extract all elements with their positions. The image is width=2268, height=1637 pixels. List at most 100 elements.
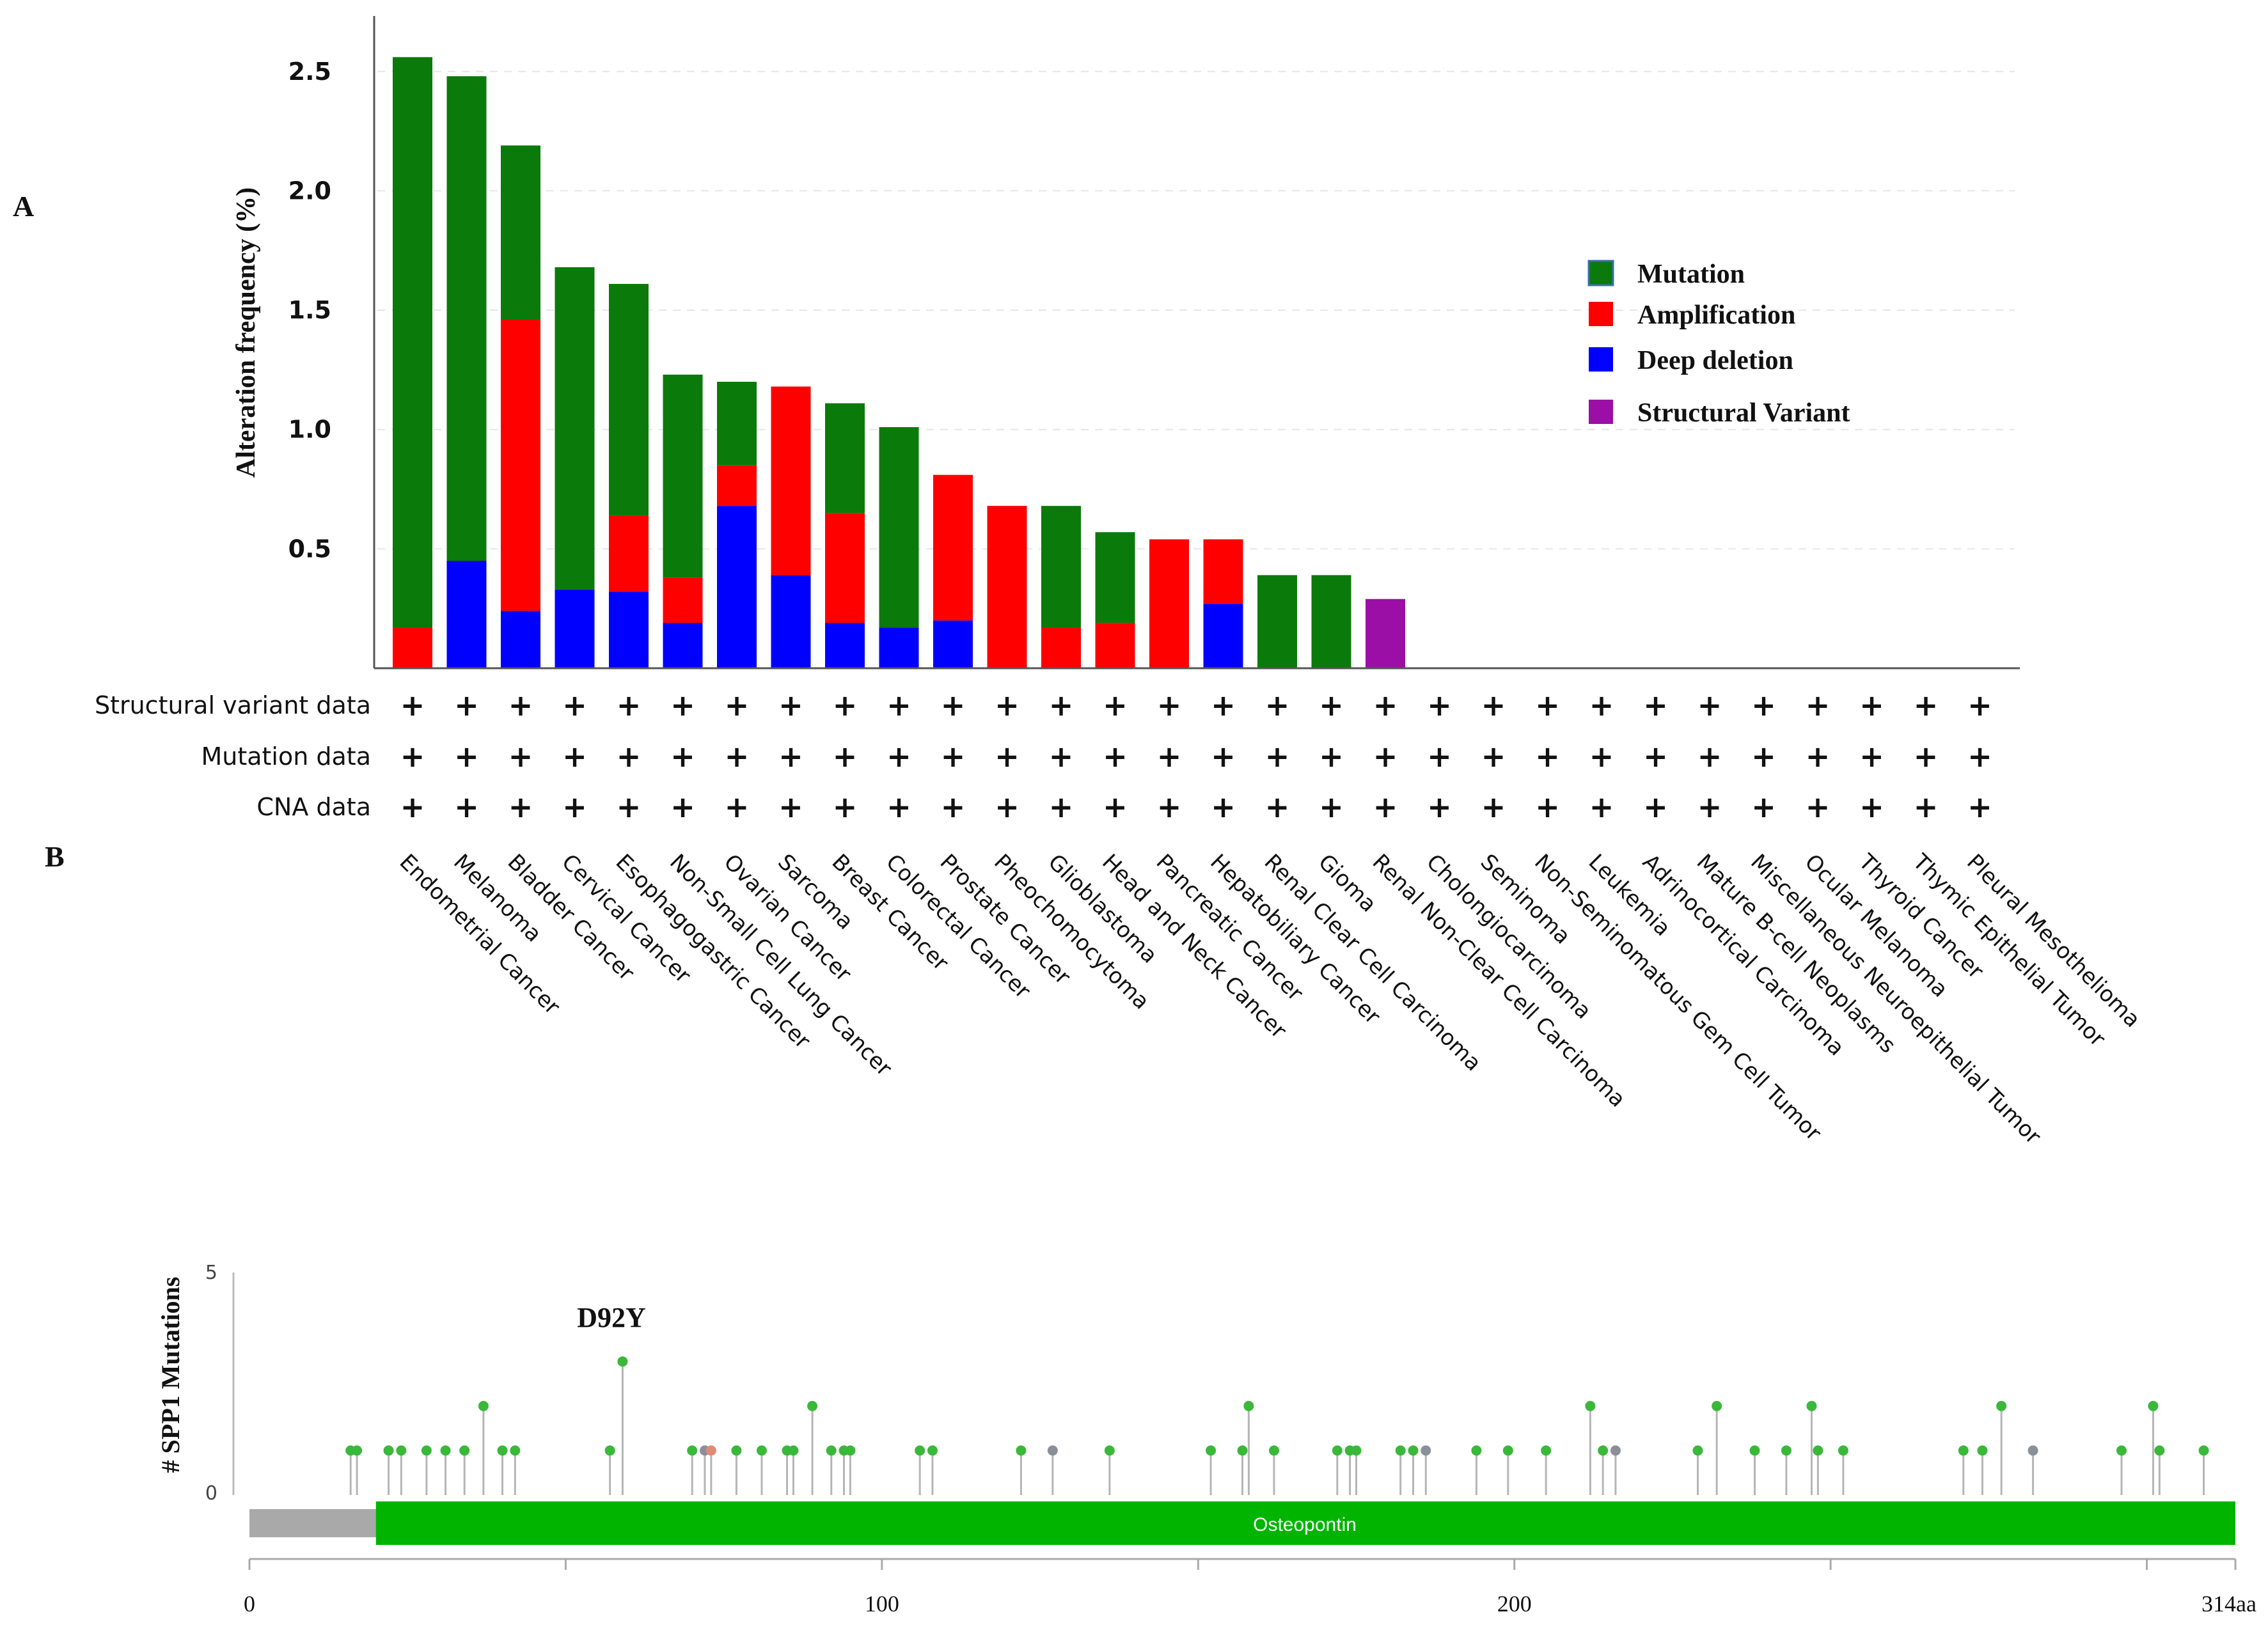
lollipop-head-truncating	[1047, 1445, 1058, 1456]
data-marker: +	[1535, 790, 1560, 824]
data-marker: +	[1049, 688, 1074, 723]
legend-swatch-structural-variant	[1589, 400, 1613, 424]
y-tick-label: 2.0	[288, 176, 331, 205]
bar-segment-amplification	[1203, 539, 1243, 604]
data-marker: +	[886, 790, 911, 824]
data-marker: +	[400, 790, 425, 824]
lollipop-head-other	[705, 1445, 716, 1456]
lollipop-head-truncating	[2028, 1445, 2038, 1456]
data-marker: +	[995, 688, 1020, 723]
data-marker: +	[1589, 790, 1614, 824]
bar-segment-deep-deletion	[771, 575, 811, 668]
lollipop-y-axis-title: # SPP1 Mutations	[156, 1277, 185, 1473]
data-marker: +	[1373, 739, 1398, 774]
bar-segment-amplification	[987, 506, 1027, 668]
lollipop-head-missense	[1712, 1400, 1722, 1411]
data-marker: +	[1265, 790, 1290, 824]
row-label: Mutation data	[201, 742, 371, 771]
lollipop-head-missense	[826, 1445, 837, 1456]
data-marker: +	[617, 688, 642, 723]
lollipop-head-missense	[1585, 1400, 1596, 1411]
data-marker: +	[454, 790, 479, 824]
bar-segment-mutation	[609, 283, 649, 516]
data-marker: +	[886, 688, 911, 723]
data-marker: +	[508, 688, 533, 723]
lollipop-head-missense	[1977, 1445, 1988, 1456]
data-marker: +	[1481, 790, 1506, 824]
lollipop-head-missense	[421, 1445, 432, 1456]
lollipop-head-missense	[756, 1445, 767, 1456]
data-marker: +	[778, 790, 803, 824]
bar-gridlines	[377, 70, 2015, 550]
bar-segment-mutation	[1095, 532, 1135, 623]
lollipop-head-missense	[1351, 1445, 1362, 1456]
bar-y-axis-title: Alteration frequency (%)	[232, 187, 261, 478]
data-marker: +	[1589, 688, 1614, 723]
x-tick-label: 314aa	[2201, 1591, 2256, 1617]
row-label: Structural variant data	[95, 691, 371, 719]
bar-segment-deep-deletion	[825, 623, 865, 668]
bar-segment-mutation	[1041, 506, 1081, 628]
lollipop-stems	[345, 1356, 2209, 1495]
bar-segment-mutation	[446, 76, 487, 561]
data-marker: +	[1535, 688, 1560, 723]
data-marker: +	[670, 688, 695, 723]
y-tick-label: 1.5	[288, 296, 331, 324]
bar-segment-amplification	[933, 474, 973, 621]
x-tick-label: 0	[244, 1591, 255, 1617]
x-tick-label: 100	[865, 1591, 899, 1617]
data-marker: +	[1319, 790, 1344, 824]
data-marker: +	[1967, 739, 1992, 774]
lollipop-head-missense	[459, 1445, 470, 1456]
lollipop-head-missense	[927, 1445, 938, 1456]
lollipop-head-missense	[1813, 1445, 1823, 1456]
lollipop-head-missense	[1268, 1445, 1279, 1456]
data-marker: +	[1103, 739, 1128, 774]
data-marker: +	[1211, 739, 1236, 774]
bar-segment-amplification	[501, 319, 540, 611]
y-tick-label: 0.5	[288, 535, 331, 563]
data-marker: +	[1914, 739, 1939, 774]
bar-segment-amplification	[1041, 627, 1081, 668]
lollipop-head-missense	[915, 1445, 925, 1456]
legend-label: Amplification	[1637, 301, 1795, 330]
legend-label: Deep deletion	[1637, 346, 1793, 375]
data-marker: +	[1697, 688, 1722, 723]
bar-stacks	[393, 57, 1405, 668]
legend-swatch-mutation	[1587, 260, 1614, 286]
bar-segment-mutation	[663, 374, 703, 578]
bar-segment-mutation	[1257, 575, 1297, 668]
data-marker: +	[400, 688, 425, 723]
y-tick-label: 1.0	[288, 416, 331, 444]
bar-segment-deep-deletion	[717, 506, 757, 668]
lollipop-head-missense	[731, 1445, 742, 1456]
data-marker: +	[725, 739, 750, 774]
data-marker: +	[1535, 739, 1560, 774]
bar-segment-amplification	[609, 515, 649, 592]
domain-label: Osteopontin	[1253, 1514, 1357, 1535]
data-marker: +	[1859, 790, 1884, 824]
bar-y-ticks: 0.5 1.0 1.5 2.0 2.5	[288, 58, 331, 563]
lollipop-head-missense	[2198, 1445, 2209, 1456]
data-marker: +	[1319, 739, 1344, 774]
bar-segment-deep-deletion	[663, 623, 703, 668]
data-marker: +	[1265, 739, 1290, 774]
legend-label: Structural Variant	[1637, 398, 1850, 428]
lollipop-head-missense	[478, 1400, 489, 1411]
data-marker: +	[886, 739, 911, 774]
data-marker: +	[1643, 739, 1668, 774]
data-marker: +	[1319, 688, 1344, 723]
bar-segment-mutation	[393, 57, 432, 628]
lollipop-head-missense	[1996, 1400, 2007, 1411]
data-marker: +	[1427, 688, 1452, 723]
lollipop-head-missense	[1838, 1445, 1848, 1456]
data-marker: +	[617, 790, 642, 824]
bar-segment-mutation	[717, 382, 757, 466]
bar-chart: 0.5 1.0 1.5 2.0 2.5 Alteration frequency (%)	[232, 16, 2020, 670]
d92y-annotation: D92Y	[577, 1302, 646, 1333]
bar-segment-deep-deletion	[501, 611, 540, 668]
lollipop-y-tick-max: 5	[205, 1262, 217, 1284]
lollipop-y-tick-zero: 0	[205, 1482, 217, 1505]
